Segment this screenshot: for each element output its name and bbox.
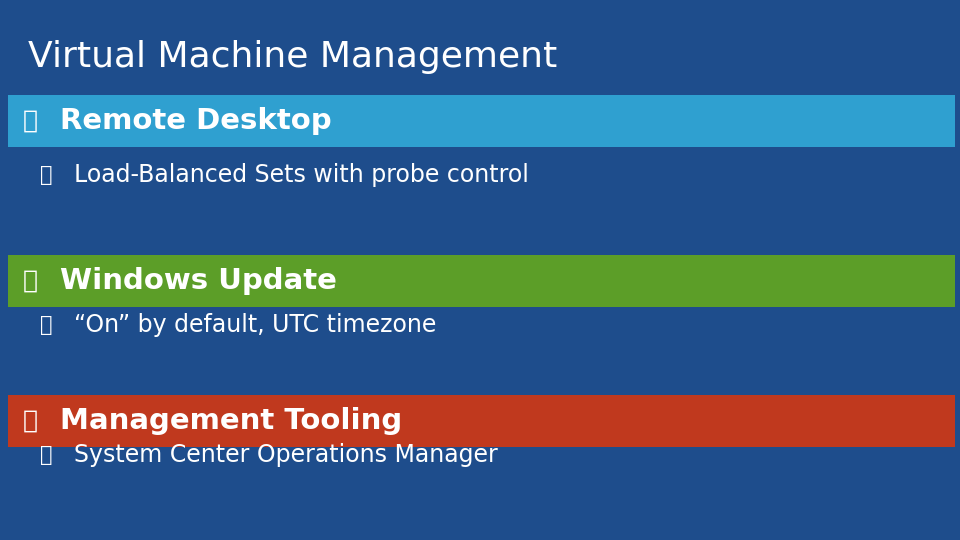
Bar <box>8 395 955 447</box>
Bar <box>8 95 955 147</box>
Text: Remote Desktop: Remote Desktop <box>60 107 331 135</box>
Text: Management Tooling: Management Tooling <box>60 407 402 435</box>
Bar <box>8 255 955 307</box>
Text: Windows Update: Windows Update <box>60 267 337 295</box>
Text: ⦻: ⦻ <box>22 109 37 133</box>
Text: “On” by default, UTC timezone: “On” by default, UTC timezone <box>74 313 437 337</box>
Text: Virtual Machine Management: Virtual Machine Management <box>28 40 557 74</box>
Text: System Center Operations Manager: System Center Operations Manager <box>74 443 497 467</box>
Text: ⦻: ⦻ <box>39 445 52 465</box>
Text: Load-Balanced Sets with probe control: Load-Balanced Sets with probe control <box>74 163 529 187</box>
Text: ⦻: ⦻ <box>22 409 37 433</box>
Text: ⦻: ⦻ <box>39 315 52 335</box>
Text: ⦻: ⦻ <box>39 165 52 185</box>
Text: ⦻: ⦻ <box>22 269 37 293</box>
